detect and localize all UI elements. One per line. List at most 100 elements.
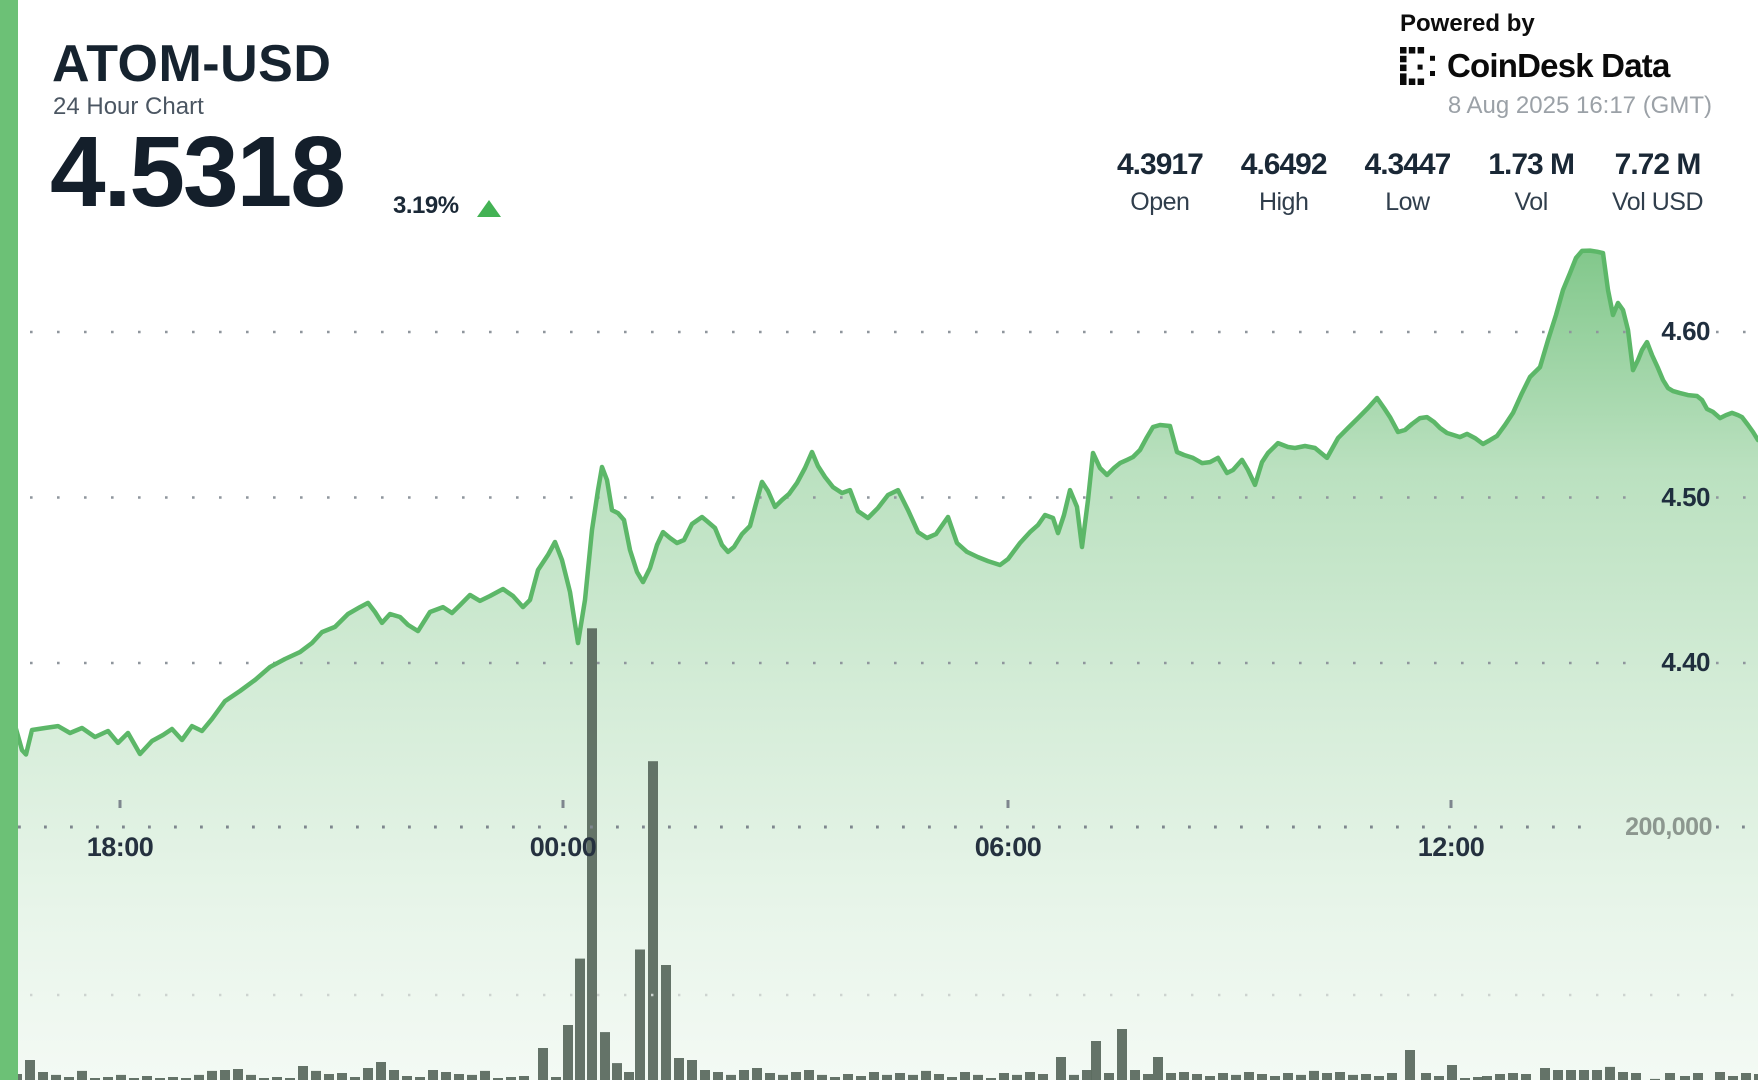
stat-volume-label: Vol	[1514, 188, 1549, 216]
volume-bar	[233, 1069, 243, 1080]
volume-bar	[869, 1072, 879, 1080]
volume-bar	[1566, 1070, 1576, 1080]
volume-bar	[830, 1077, 840, 1080]
volume-bar	[856, 1076, 866, 1080]
volume-bar	[700, 1070, 710, 1080]
volume-bar	[1473, 1077, 1483, 1080]
volume-bar	[1715, 1072, 1725, 1080]
stat-volume-usd: 7.72 M Vol USD	[1612, 148, 1703, 217]
volume-bar	[575, 958, 585, 1080]
volume-bar	[538, 1048, 548, 1080]
volume-bar	[1754, 1074, 1758, 1080]
powered-by-label: Powered by	[1400, 10, 1535, 37]
volume-bar	[563, 1025, 573, 1080]
volume-bar	[648, 761, 658, 1080]
stat-open: 4.3917 Open	[1117, 148, 1204, 217]
volume-bar	[1374, 1076, 1384, 1080]
volume-bar	[1335, 1072, 1345, 1080]
volume-bar	[600, 1032, 610, 1080]
coindesk-logo: CoinDesk Data	[1400, 47, 1712, 85]
volume-bar	[38, 1072, 48, 1080]
stat-high-value: 4.6492	[1240, 148, 1328, 181]
volume-bar	[687, 1060, 697, 1080]
volume-bar	[908, 1074, 918, 1080]
volume-bar	[1741, 1073, 1751, 1080]
volume-bar	[285, 1078, 295, 1080]
volume-bar	[1521, 1074, 1531, 1080]
volume-bar	[1056, 1057, 1066, 1080]
volume-bar	[363, 1068, 373, 1080]
volume-bar	[882, 1074, 892, 1080]
up-arrow-icon	[477, 200, 501, 217]
stat-volume-usd-label: Vol USD	[1612, 188, 1703, 216]
volume-bar	[155, 1078, 165, 1080]
volume-bar	[493, 1078, 503, 1080]
volume-bar	[1553, 1070, 1563, 1080]
volume-bar	[1117, 1029, 1127, 1080]
volume-bar	[635, 949, 645, 1080]
volume-bar	[1631, 1073, 1641, 1080]
volume-bar	[1434, 1076, 1444, 1080]
stat-open-label: Open	[1130, 188, 1190, 216]
stat-high-label: High	[1258, 188, 1309, 216]
volume-bar	[726, 1074, 736, 1080]
volume-bar	[587, 628, 597, 1080]
y-axis-price-label: 4.40	[1661, 647, 1710, 677]
volume-bar	[246, 1074, 256, 1080]
line-path	[11, 248, 1758, 757]
volume-bar	[778, 1074, 788, 1080]
volume-bar	[1348, 1074, 1358, 1080]
volume-bar	[428, 1070, 438, 1080]
price-line	[11, 248, 1758, 757]
volume-bar	[467, 1074, 477, 1080]
volume-bar	[999, 1073, 1009, 1080]
volume-bar	[1460, 1078, 1470, 1080]
volume-bar	[1283, 1073, 1293, 1080]
volume-bar	[1091, 1041, 1101, 1080]
branding-block: Powered by CoinDesk Data 8 Aug 2025 16:1…	[1400, 10, 1712, 120]
volume-bar	[1082, 1070, 1092, 1080]
volume-bar	[207, 1070, 217, 1080]
stat-volume-value: 1.73 M	[1488, 148, 1575, 181]
volume-bar	[1143, 1074, 1153, 1080]
volume-bar	[1482, 1076, 1492, 1080]
volume-bar	[1166, 1073, 1176, 1080]
volume-bar	[1192, 1074, 1202, 1080]
volume-bar	[921, 1070, 931, 1080]
volume-bar	[739, 1070, 749, 1080]
price-area-fill	[14, 250, 1758, 1080]
volume-bar	[1130, 1070, 1140, 1080]
x-axis-time-label: 00:00	[529, 832, 597, 862]
volume-bar	[1540, 1068, 1550, 1080]
volume-bars	[12, 628, 1758, 1080]
coindesk-logo-text: CoinDesk Data	[1447, 47, 1670, 84]
volume-bar	[1405, 1050, 1415, 1080]
volume-bar	[194, 1074, 204, 1080]
volume-bar	[311, 1070, 321, 1080]
volume-bar	[142, 1076, 152, 1080]
chart-subtitle: 24 Hour Chart	[53, 93, 204, 120]
volume-bar	[791, 1072, 801, 1080]
volume-bar	[1025, 1072, 1035, 1080]
x-axis-time-label: 18:00	[86, 832, 154, 862]
volume-bar	[1104, 1073, 1114, 1080]
x-axis-time-label: 06:00	[974, 832, 1042, 862]
volume-bar	[1205, 1076, 1215, 1080]
volume-bar	[1322, 1073, 1332, 1080]
volume-bar	[25, 1060, 35, 1080]
volume-bar	[402, 1076, 412, 1080]
volume-bar	[1218, 1073, 1228, 1080]
volume-bar	[337, 1073, 347, 1080]
stat-low-label: Low	[1385, 188, 1430, 216]
stat-high: 4.6492 High	[1240, 148, 1328, 217]
volume-bar	[298, 1066, 308, 1080]
volume-bar	[441, 1072, 451, 1080]
volume-bar	[324, 1074, 334, 1080]
volume-bar	[1605, 1066, 1615, 1080]
volume-bar	[765, 1073, 775, 1080]
volume-bar	[1361, 1074, 1371, 1080]
y-axis-price-label: 4.60	[1661, 316, 1710, 346]
volume-bar	[480, 1070, 490, 1080]
